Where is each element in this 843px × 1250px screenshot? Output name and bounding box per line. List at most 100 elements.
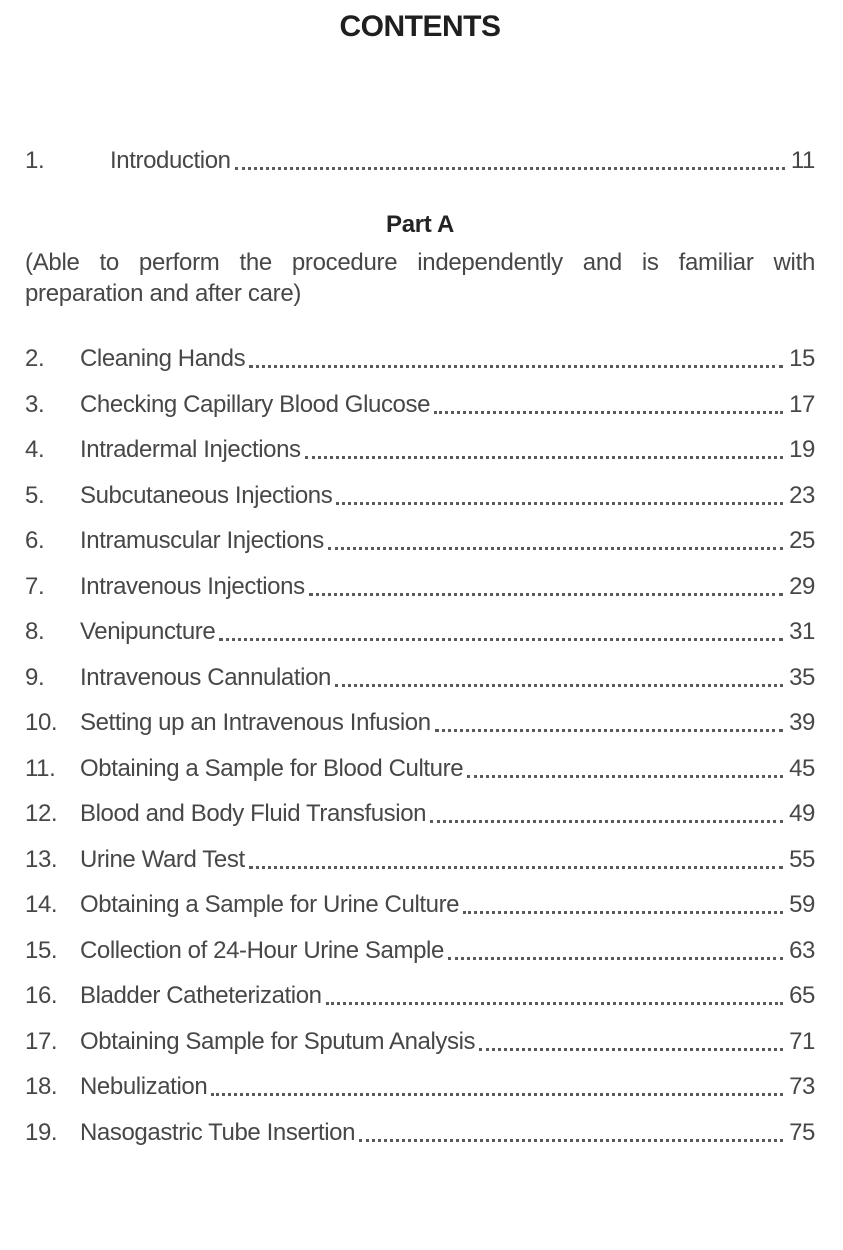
dot-leader	[308, 592, 784, 596]
toc-entry-row: 14. Obtaining a Sample for Urine Culture…	[25, 891, 815, 919]
part-a-description-line: (Able to perform the procedure independe…	[25, 249, 815, 276]
dot-leader	[434, 729, 784, 732]
entry-number: 13.	[25, 845, 58, 873]
toc-entry-row: 4. Intradermal Injections 19	[25, 436, 815, 464]
toc-entry-row: 13. Urine Ward Test 55	[25, 846, 815, 874]
entry-title: Intradermal Injections	[80, 436, 301, 463]
part-a-heading: Part A	[386, 211, 454, 238]
entry-title: Intravenous Cannulation	[80, 663, 331, 691]
entry-title: Nebulization	[80, 1073, 208, 1100]
dot-leader	[467, 774, 784, 778]
page-title: CONTENTS	[339, 10, 502, 43]
entry-title: Cleaning Hands	[80, 345, 246, 372]
dot-leader	[304, 456, 784, 459]
entry-title: Venipuncture	[80, 618, 216, 645]
dot-leader	[447, 956, 784, 960]
entry-title: Introduction	[110, 147, 231, 174]
dot-leader	[249, 365, 784, 368]
dot-leader	[359, 1138, 784, 1142]
part-a-description-line: preparation and after care)	[25, 280, 302, 307]
entry-number: 4.	[25, 436, 45, 463]
entry-page-number: 31	[789, 618, 815, 645]
entry-number: 3.	[25, 390, 45, 418]
dot-leader	[463, 911, 784, 914]
toc-entry-row: 10. Setting up an Intravenous Infusion 3…	[25, 709, 815, 737]
toc-entry-row: 2. Cleaning Hands 15	[25, 345, 815, 373]
entry-title: Bladder Catheterization	[80, 982, 322, 1009]
entry-page-number: 45	[789, 754, 815, 782]
entry-number: 14.	[25, 891, 58, 918]
entry-title: Subcutaneous Injections	[80, 481, 333, 509]
entry-page-number: 39	[789, 709, 815, 736]
entry-number: 9.	[25, 663, 45, 691]
toc-entry-row: 7. Intravenous Injections 29	[25, 573, 815, 601]
dot-leader	[336, 501, 784, 505]
entry-page-number: 63	[789, 936, 815, 964]
entry-title: Blood and Body Fluid Transfusion	[80, 800, 427, 827]
toc-entry-row: 5. Subcutaneous Injections 23	[25, 482, 815, 510]
entry-title: Intravenous Injections	[80, 572, 305, 600]
entry-number: 11.	[25, 754, 56, 782]
entry-number: 8.	[25, 618, 45, 645]
dot-leader	[334, 683, 784, 687]
entry-page-number: 19	[789, 436, 815, 463]
dot-leader	[211, 1093, 784, 1096]
entry-page-number: 11	[790, 147, 816, 174]
entry-page-number: 75	[789, 1118, 815, 1146]
toc-entry-list: 2. Cleaning Hands 15 3. Checking Capilla…	[25, 345, 815, 1147]
entry-page-number: 17	[789, 390, 815, 418]
entry-page-number: 29	[789, 572, 815, 600]
entry-page-number: 71	[789, 1027, 815, 1055]
dot-leader	[219, 638, 784, 641]
entry-page-number: 49	[789, 800, 815, 827]
toc-entry-row-introduction: 1. Introduction 11	[25, 147, 815, 175]
entry-title: Intramuscular Injections	[80, 527, 324, 554]
entry-number: 1.	[25, 147, 45, 174]
entry-title: Setting up an Intravenous Infusion	[80, 709, 431, 736]
dot-leader	[430, 820, 784, 823]
entry-number: 7.	[25, 572, 45, 600]
entry-page-number: 73	[789, 1073, 815, 1100]
entry-number: 17.	[25, 1027, 58, 1055]
toc-entry-row: 15. Collection of 24-Hour Urine Sample 6…	[25, 937, 815, 965]
entry-number: 10.	[25, 709, 58, 736]
entry-title: Urine Ward Test	[80, 845, 245, 873]
toc-entry-row: 18. Nebulization 73	[25, 1073, 815, 1101]
toc-entry-row: 12. Blood and Body Fluid Transfusion 49	[25, 800, 815, 828]
entry-page-number: 35	[789, 663, 815, 691]
dot-leader	[248, 865, 784, 869]
toc-entry-row: 8. Venipuncture 31	[25, 618, 815, 646]
entry-page-number: 15	[789, 345, 815, 372]
toc-entry-row: 11. Obtaining a Sample for Blood Culture…	[25, 755, 815, 783]
toc-entry-row: 17. Obtaining Sample for Sputum Analysis…	[25, 1028, 815, 1056]
toc-entry-row: 16. Bladder Catheterization 65	[25, 982, 815, 1010]
part-a-description: (Able to perform the procedure independe…	[25, 247, 815, 309]
entry-number: 5.	[25, 481, 45, 509]
entry-page-number: 59	[789, 891, 815, 918]
toc-entry-row: 9. Intravenous Cannulation 35	[25, 664, 815, 692]
dot-leader	[479, 1047, 784, 1051]
entry-number: 15.	[25, 936, 58, 964]
entry-page-number: 23	[789, 481, 815, 509]
entry-number: 2.	[25, 345, 45, 372]
entry-title: Checking Capillary Blood Glucose	[80, 390, 431, 418]
entry-title: Obtaining a Sample for Urine Culture	[80, 891, 460, 918]
entry-title: Obtaining a Sample for Blood Culture	[80, 754, 464, 782]
entry-number: 16.	[25, 982, 58, 1009]
entry-page-number: 55	[789, 845, 815, 873]
entry-number: 19.	[25, 1118, 58, 1146]
toc-entry-row: 6. Intramuscular Injections 25	[25, 527, 815, 555]
toc-entry-row: 3. Checking Capillary Blood Glucose 17	[25, 391, 815, 419]
dot-leader	[327, 547, 784, 550]
entry-number: 12.	[25, 800, 58, 827]
entry-title: Collection of 24-Hour Urine Sample	[80, 936, 444, 964]
entry-title: Obtaining Sample for Sputum Analysis	[80, 1027, 476, 1055]
entry-number: 18.	[25, 1073, 58, 1100]
entry-page-number: 25	[789, 527, 815, 554]
toc-entry-row: 19. Nasogastric Tube Insertion 75	[25, 1119, 815, 1147]
dot-leader	[234, 167, 785, 170]
dot-leader	[434, 410, 784, 414]
entry-number: 6.	[25, 527, 45, 554]
dot-leader	[325, 1002, 784, 1005]
